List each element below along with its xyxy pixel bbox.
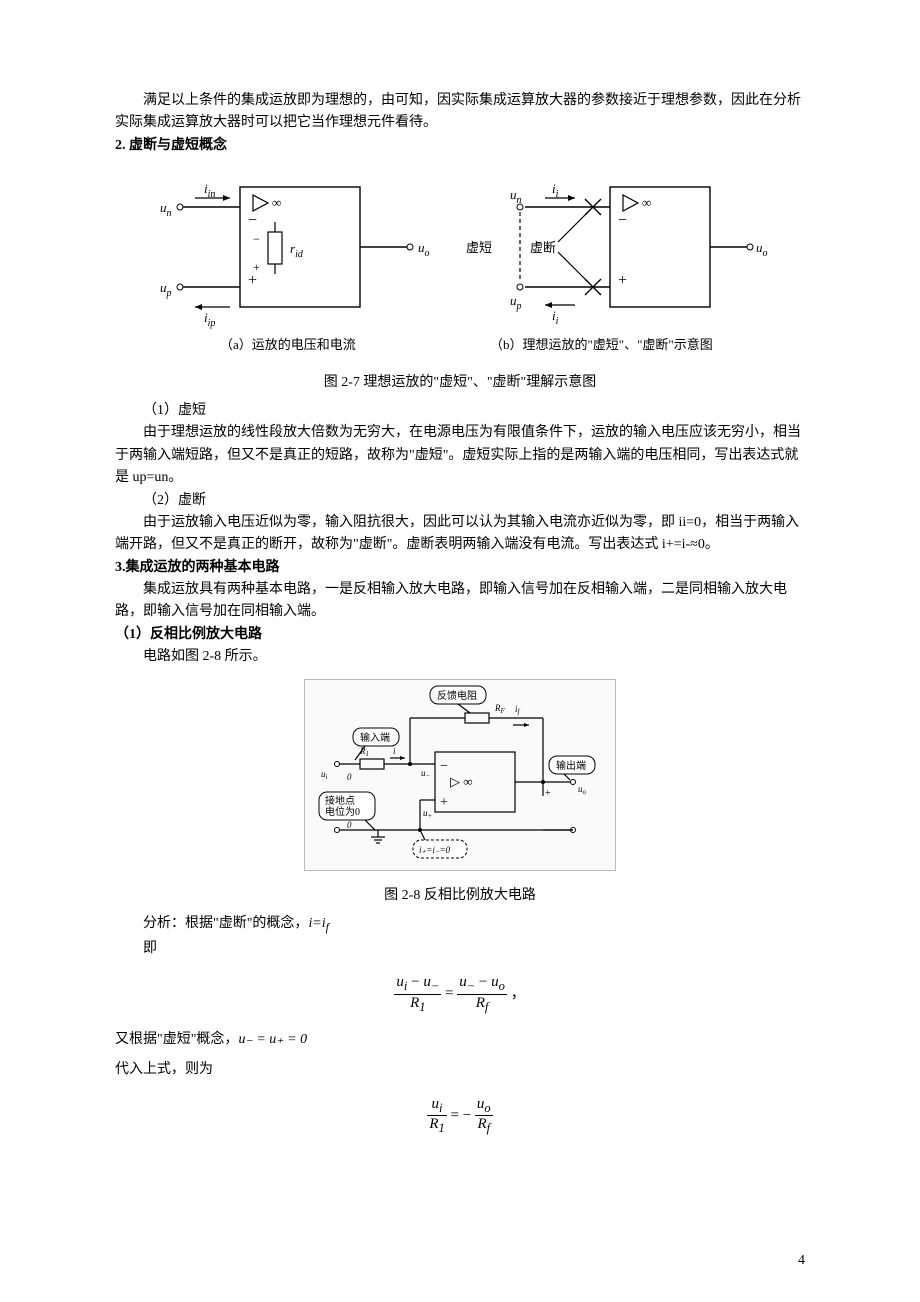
body-text: 即	[115, 938, 805, 960]
subheading-2: （2）虚断	[115, 490, 805, 512]
figure-2-7-svg: ∞ un iin up iip − +	[150, 167, 770, 357]
svg-text:+: +	[253, 260, 260, 274]
svg-text:up: up	[160, 280, 172, 299]
fig-a-infty: ∞	[272, 195, 281, 210]
svg-text:uo: uo	[418, 240, 430, 259]
figure-2-7: ∞ un iin up iip − +	[115, 167, 805, 365]
heading-3a: （1）反相比例放大电路	[115, 624, 805, 646]
svg-text:0: 0	[347, 820, 352, 830]
svg-text:up: up	[510, 293, 522, 312]
heading-3: 3.集成运放的两种基本电路	[115, 557, 805, 579]
body-text: 代入上式，则为	[115, 1059, 805, 1081]
figure-2-8-caption: 图 2-8 反相比例放大电路	[115, 885, 805, 907]
svg-text:ii: ii	[552, 181, 559, 200]
svg-text:（b）理想运放的"虚短"、"虚断"示意图: （b）理想运放的"虚短"、"虚断"示意图	[490, 337, 713, 352]
svg-text:i: i	[393, 746, 396, 756]
svg-text:反馈电阻: 反馈电阻	[437, 689, 477, 702]
equation-1: ui − u− R1 = u− − uo Rf ，	[115, 974, 805, 1015]
svg-text:−: −	[618, 212, 627, 229]
subheading-1: （1）虚短	[115, 400, 805, 422]
svg-text:i₊=i₋=0: i₊=i₋=0	[419, 845, 451, 855]
body-text: 又根据"虚短"概念，u₋ = u₊ = 0	[115, 1029, 805, 1051]
svg-text:−: −	[440, 759, 448, 774]
svg-text:if: if	[515, 704, 521, 716]
svg-text:虚短: 虚短	[466, 240, 492, 255]
svg-text:un: un	[160, 200, 172, 219]
svg-text:+: +	[248, 272, 257, 289]
svg-text:电位为0: 电位为0	[325, 805, 360, 818]
svg-text:+: +	[545, 788, 551, 799]
svg-text:0: 0	[347, 772, 352, 782]
svg-text:▷ ∞: ▷ ∞	[450, 774, 473, 789]
body-text: 集成运放具有两种基本电路，一是反相输入放大电路，即输入信号加在反相输入端，二是同…	[115, 579, 805, 624]
svg-text:+: +	[440, 795, 448, 810]
analysis-line: 分析：根据"虚断"的概念，i=if	[115, 913, 805, 937]
figure-2-8-svg: ▷ ∞ − + R1 i RF if	[304, 679, 616, 871]
equation-2: ui R1 = − uo Rf	[115, 1096, 805, 1137]
body-text: 由于理想运放的线性段放大倍数为无穷大，在电源电压为有限值条件下，运放的输入电压应…	[115, 422, 805, 489]
svg-text:uo: uo	[578, 784, 587, 796]
body-text: 满足以上条件的集成运放即为理想的，由可知，因实际集成运算放大器的参数接近于理想参…	[115, 90, 805, 135]
svg-text:输出端: 输出端	[556, 759, 586, 772]
svg-text:−: −	[253, 232, 260, 246]
svg-text:−: −	[248, 212, 257, 229]
svg-text:ui: ui	[321, 769, 328, 781]
svg-text:输入端: 输入端	[360, 731, 390, 744]
body-text: 由于运放输入电压近似为零，输入阻抗很大，因此可以认为其输入电流亦近似为零，即 i…	[115, 512, 805, 557]
svg-text:u+: u+	[423, 808, 433, 820]
svg-text:un: un	[510, 187, 522, 206]
svg-text:u−: u−	[421, 768, 431, 780]
figure-2-7-caption: 图 2-7 理想运放的"虚短"、"虚断"理解示意图	[115, 372, 805, 394]
svg-text:+: +	[618, 272, 627, 289]
body-text: 电路如图 2-8 所示。	[115, 646, 805, 668]
page: 满足以上条件的集成运放即为理想的，由可知，因实际集成运算放大器的参数接近于理想参…	[0, 0, 920, 1302]
svg-text:uo: uo	[756, 240, 768, 259]
figure-2-8: ▷ ∞ − + R1 i RF if	[115, 679, 805, 879]
svg-text:∞: ∞	[642, 195, 651, 210]
svg-text:ii: ii	[552, 308, 559, 327]
svg-text:iip: iip	[204, 310, 215, 329]
svg-text:（a）运放的电压和电流: （a）运放的电压和电流	[220, 337, 356, 352]
svg-text:接地点: 接地点	[325, 794, 355, 807]
svg-text:虚断: 虚断	[530, 240, 556, 255]
page-number: 4	[798, 1250, 805, 1272]
svg-text:RF: RF	[494, 703, 506, 715]
svg-text:rid: rid	[290, 241, 304, 260]
heading-2: 2. 虚断与虚短概念	[115, 135, 805, 157]
svg-text:iin: iin	[204, 181, 215, 200]
